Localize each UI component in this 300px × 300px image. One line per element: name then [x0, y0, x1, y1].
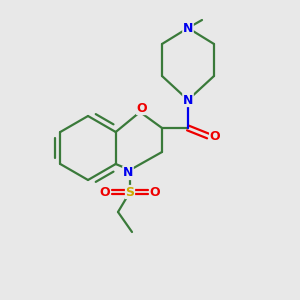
Text: S: S: [125, 185, 134, 199]
Text: O: O: [137, 101, 147, 115]
Text: O: O: [210, 130, 220, 142]
Text: O: O: [100, 185, 110, 199]
Text: O: O: [150, 185, 160, 199]
Text: N: N: [123, 167, 133, 179]
Text: N: N: [183, 22, 193, 34]
Text: N: N: [183, 94, 193, 106]
